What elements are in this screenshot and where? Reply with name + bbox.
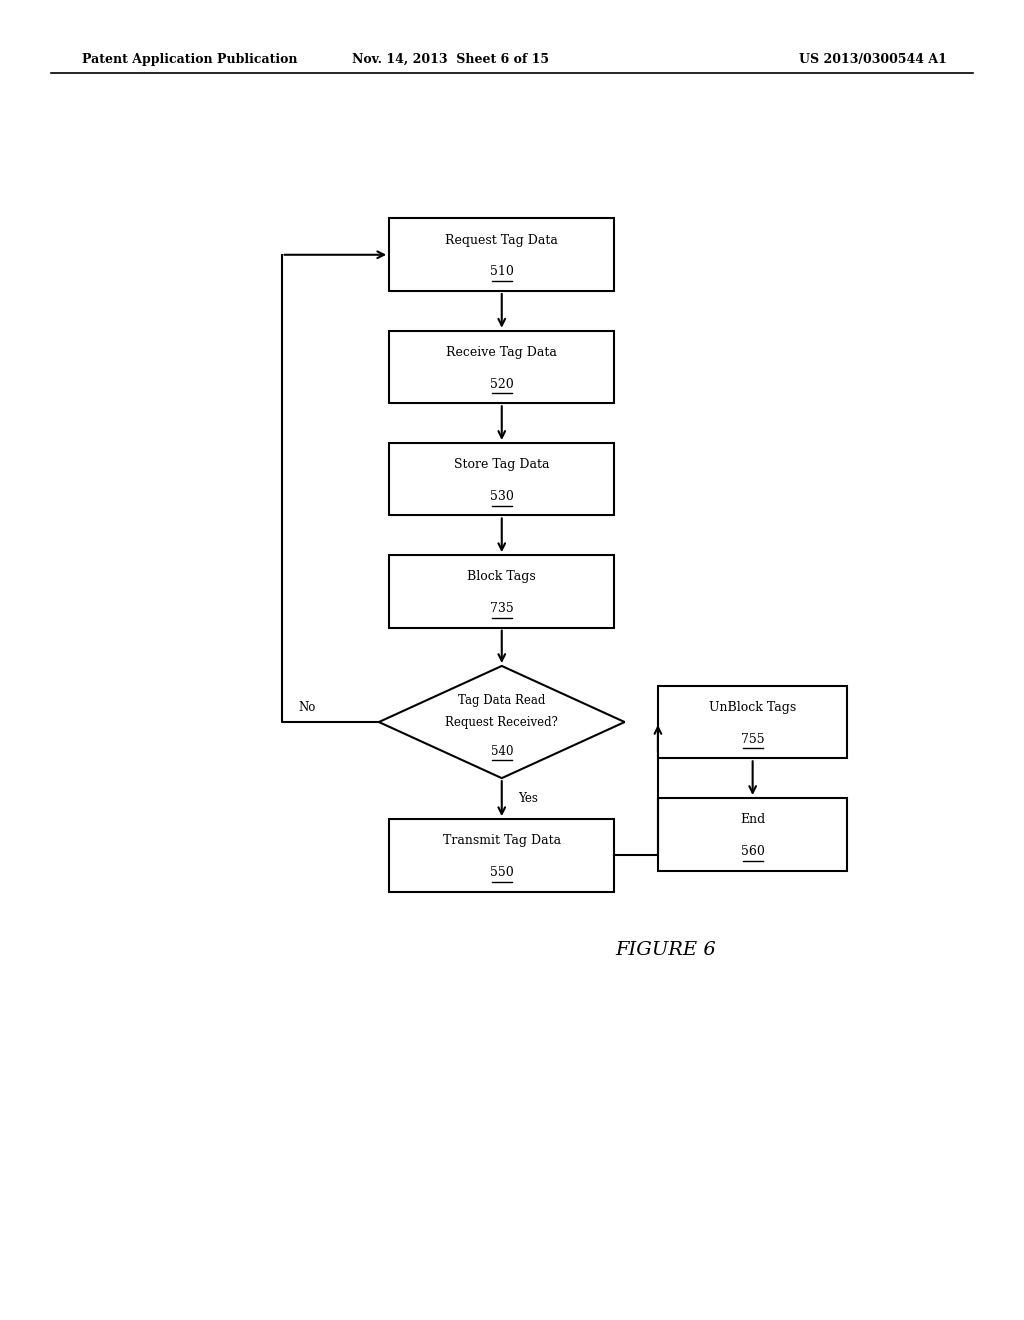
Text: Patent Application Publication: Patent Application Publication (82, 53, 297, 66)
Text: Nov. 14, 2013  Sheet 6 of 15: Nov. 14, 2013 Sheet 6 of 15 (352, 53, 549, 66)
Text: 520: 520 (489, 378, 514, 391)
Text: Tag Data Read: Tag Data Read (458, 694, 546, 708)
Text: 510: 510 (489, 265, 514, 279)
Text: End: End (740, 813, 765, 826)
Text: Store Tag Data: Store Tag Data (454, 458, 550, 471)
Text: Yes: Yes (518, 792, 538, 805)
Polygon shape (379, 667, 625, 777)
Text: Transmit Tag Data: Transmit Tag Data (442, 834, 561, 847)
Text: No: No (299, 701, 315, 714)
FancyBboxPatch shape (657, 686, 847, 758)
Text: FIGURE 6: FIGURE 6 (615, 941, 716, 960)
Text: 755: 755 (740, 733, 765, 746)
FancyBboxPatch shape (389, 818, 614, 892)
Text: Block Tags: Block Tags (467, 570, 537, 583)
FancyBboxPatch shape (389, 554, 614, 627)
Text: US 2013/0300544 A1: US 2013/0300544 A1 (799, 53, 946, 66)
Text: 735: 735 (489, 602, 514, 615)
Text: UnBlock Tags: UnBlock Tags (709, 701, 797, 714)
FancyBboxPatch shape (389, 330, 614, 404)
Text: Request Tag Data: Request Tag Data (445, 234, 558, 247)
Text: 540: 540 (490, 744, 513, 758)
Text: 560: 560 (740, 845, 765, 858)
FancyBboxPatch shape (657, 797, 847, 871)
Text: 530: 530 (489, 490, 514, 503)
FancyBboxPatch shape (389, 218, 614, 290)
FancyBboxPatch shape (389, 442, 614, 515)
Text: Receive Tag Data: Receive Tag Data (446, 346, 557, 359)
Text: 550: 550 (489, 866, 514, 879)
Text: Request Received?: Request Received? (445, 715, 558, 729)
